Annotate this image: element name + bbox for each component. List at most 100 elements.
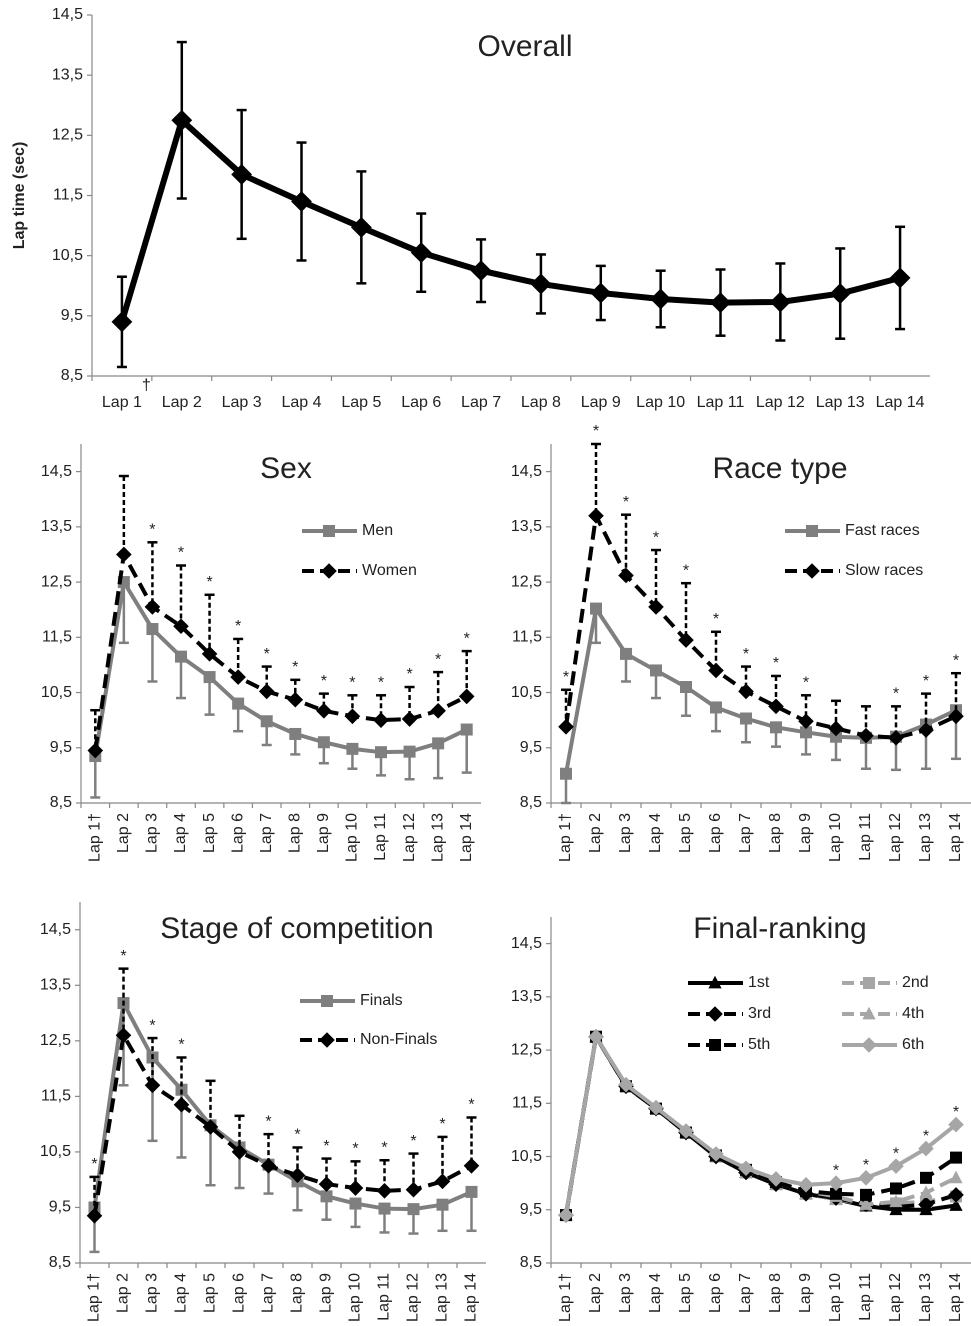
marker <box>648 1099 664 1116</box>
significance-mark: * <box>803 675 809 692</box>
significance-mark: * <box>206 574 212 591</box>
significance-mark: * <box>352 1141 358 1158</box>
marker <box>346 742 359 755</box>
significance-mark: * <box>435 651 441 668</box>
marker <box>146 623 159 636</box>
significance-mark: * <box>713 611 719 628</box>
legend-marker <box>323 525 335 537</box>
marker <box>173 618 189 635</box>
y-tick-label: 11,5 <box>41 1088 71 1105</box>
x-tick-label: Lap 5 <box>201 813 218 853</box>
error-bar <box>437 1135 448 1182</box>
y-tick-label: 13,5 <box>40 977 71 994</box>
x-tick-label: Lap 8 <box>521 394 561 411</box>
series-line <box>93 552 468 751</box>
y-tick-label: 9,5 <box>61 307 83 324</box>
chart-title: Overall <box>477 30 572 63</box>
y-tick-label: 9,5 <box>50 739 72 756</box>
marker <box>430 702 446 719</box>
significance-mark: * <box>323 1138 329 1155</box>
x-tick-label: Lap 6 <box>229 813 246 853</box>
marker <box>708 1146 724 1162</box>
error-bar <box>318 692 329 711</box>
x-tick-label: Lap 6 <box>707 1273 724 1313</box>
marker <box>144 599 161 615</box>
y-tick-label: 11,5 <box>42 629 72 646</box>
legend-entry: 3rd <box>688 1005 771 1022</box>
x-tick-label: Lap 2 <box>587 813 604 853</box>
marker <box>950 1151 962 1164</box>
error-bar <box>591 442 601 516</box>
legend-label: 5th <box>748 1036 770 1053</box>
x-tick-label: Lap 10 <box>636 394 685 411</box>
significance-mark: * <box>149 522 155 539</box>
x-tick-label: Lap 14 <box>876 394 925 411</box>
marker <box>375 746 387 759</box>
y-tick-label: 8,5 <box>50 794 72 811</box>
y-tick-label: 10,5 <box>511 1148 542 1165</box>
marker <box>798 1176 814 1193</box>
marker <box>798 713 814 730</box>
chart-title: Race type <box>712 452 847 485</box>
legend-entry: 5th <box>688 1036 770 1053</box>
error-bar <box>350 1160 361 1189</box>
x-tick-label: Lap 7 <box>260 1273 277 1313</box>
legend-entry: 6th <box>842 1036 924 1053</box>
x-tick-label: Lap 8 <box>289 1273 306 1313</box>
marker <box>434 1173 451 1190</box>
x-tick-label: Lap 3 <box>617 1273 634 1313</box>
marker <box>590 602 602 615</box>
marker <box>710 292 731 313</box>
x-tick-label: Lap 5 <box>677 1273 694 1313</box>
significance-mark: * <box>91 1156 97 1173</box>
x-tick-label: Lap 4 <box>647 813 664 853</box>
error-bar <box>204 677 215 716</box>
significance-mark: * <box>349 675 355 692</box>
y-tick-label: 13,5 <box>511 988 542 1005</box>
marker <box>859 1197 873 1210</box>
error-bar <box>233 637 244 678</box>
marker <box>920 1171 932 1184</box>
error-bar <box>176 564 186 627</box>
marker <box>769 291 791 313</box>
legend-label: 3rd <box>748 1005 771 1022</box>
marker <box>320 1190 333 1203</box>
marker <box>890 1182 902 1195</box>
marker <box>401 711 418 727</box>
y-tick-label: 8,5 <box>520 1254 542 1271</box>
marker <box>558 718 574 735</box>
x-tick-label: Lap 1 <box>102 394 142 411</box>
legend-marker <box>707 1006 723 1022</box>
marker <box>829 283 851 304</box>
x-tick-label: Lap 8 <box>767 1273 784 1313</box>
error-bar <box>205 1079 216 1127</box>
marker <box>373 712 389 728</box>
marker <box>260 1158 277 1174</box>
legend-entry: Non-Finals <box>300 1031 437 1048</box>
y-tick-label: 8,5 <box>49 1254 71 1271</box>
marker <box>949 1198 963 1211</box>
x-tick-label: Lap 9 <box>797 813 814 853</box>
marker <box>378 1202 391 1215</box>
y-tick-label: 14,5 <box>511 935 542 952</box>
error-bar <box>204 593 215 654</box>
x-tick-label: Lap 13 <box>816 394 865 411</box>
significance-mark: * <box>563 669 569 686</box>
x-tick-label: Lap 5 <box>677 813 694 853</box>
x-tick-label: Lap 9 <box>315 813 332 853</box>
marker <box>888 1158 904 1174</box>
y-tick-label: 9,5 <box>520 1201 542 1218</box>
error-bar <box>681 581 691 641</box>
marker <box>115 1027 132 1044</box>
marker <box>260 715 273 728</box>
marker <box>738 1160 754 1177</box>
legend-marker <box>709 1039 721 1051</box>
y-tick-label: 8,5 <box>520 794 542 811</box>
marker <box>405 1181 422 1198</box>
marker <box>87 742 104 759</box>
y-tick-label: 14,5 <box>41 463 72 480</box>
x-tick-label: Lap 12 <box>887 813 904 862</box>
y-tick-label: 12,5 <box>511 573 542 590</box>
y-tick-label: 10,5 <box>41 684 72 701</box>
marker <box>410 242 432 264</box>
